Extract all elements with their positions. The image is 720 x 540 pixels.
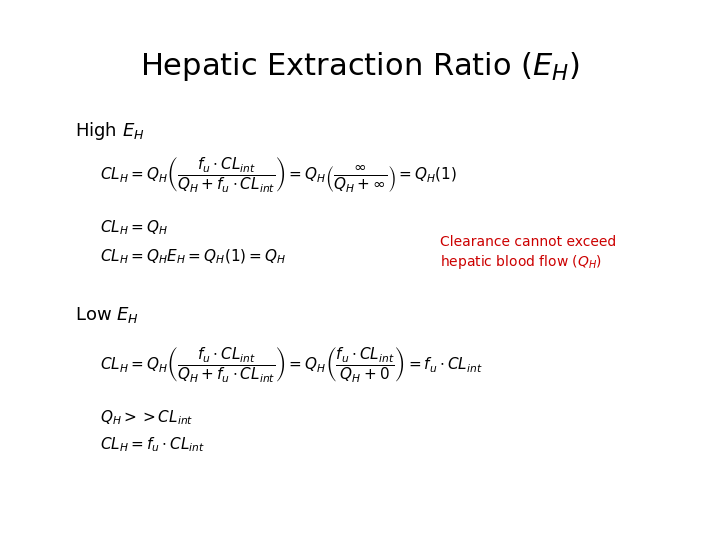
Text: $CL_H = Q_H$: $CL_H = Q_H$ (100, 218, 168, 237)
Text: $Q_H >> CL_{int}$: $Q_H >> CL_{int}$ (100, 408, 193, 427)
Text: hepatic blood flow ($Q_H$): hepatic blood flow ($Q_H$) (440, 253, 602, 271)
Text: $CL_H = f_u \cdot CL_{int}$: $CL_H = f_u \cdot CL_{int}$ (100, 435, 205, 454)
Text: $CL_H = Q_H\left(\dfrac{f_u \cdot CL_{int}}{Q_H + f_u \cdot CL_{int}}\right) = Q: $CL_H = Q_H\left(\dfrac{f_u \cdot CL_{in… (100, 155, 457, 194)
Text: High $E_H$: High $E_H$ (75, 120, 145, 142)
Text: Clearance cannot exceed: Clearance cannot exceed (440, 235, 616, 249)
Text: Low $E_H$: Low $E_H$ (75, 305, 139, 325)
Text: Hepatic Extraction Ratio ($E_H$): Hepatic Extraction Ratio ($E_H$) (140, 50, 580, 83)
Text: $CL_H = Q_H\left(\dfrac{f_u \cdot CL_{int}}{Q_H + f_u \cdot CL_{int}}\right) = Q: $CL_H = Q_H\left(\dfrac{f_u \cdot CL_{in… (100, 345, 482, 384)
Text: $CL_H = Q_H E_H = Q_H(1) = Q_H$: $CL_H = Q_H E_H = Q_H(1) = Q_H$ (100, 248, 286, 266)
